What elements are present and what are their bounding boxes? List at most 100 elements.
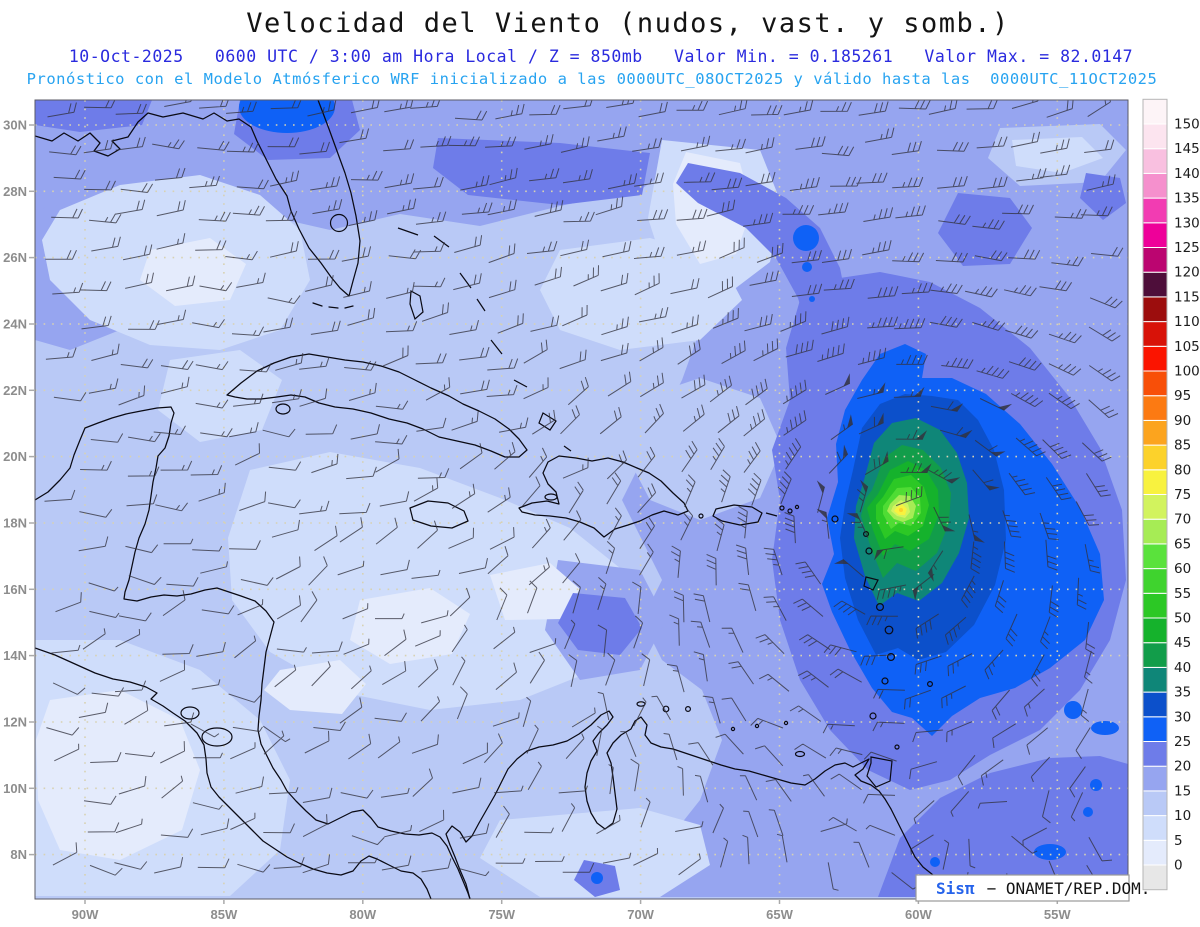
colorbar-segment (1142, 271, 1168, 298)
colorbar-scale-label: 60 (1174, 561, 1191, 577)
colorbar-segment (1142, 172, 1168, 199)
trinidad-island (866, 756, 893, 788)
lake-nicaragua (201, 727, 233, 747)
lat-label: 12N (3, 715, 27, 730)
lon-label: 85W (211, 907, 238, 922)
colorbar-scale-label: 0 (1174, 858, 1183, 874)
colorbar-segment (1142, 494, 1168, 520)
lat-label: 24N (3, 317, 27, 332)
colorbar-scale-label: 55 (1174, 586, 1191, 602)
colorbar-segment (1142, 444, 1168, 471)
lat-label: 18N (3, 516, 27, 531)
lat-label: 26N (3, 250, 27, 265)
colorbar-segment (1142, 666, 1168, 693)
colorbar-segment (1142, 247, 1168, 273)
colorbar-scale-label: 80 (1174, 462, 1191, 478)
colorbar-scale-label: 5 (1174, 833, 1183, 849)
colorbar-scale-label: 135 (1174, 191, 1200, 207)
lat-label: 30N (3, 118, 27, 133)
colorbar-scale-label: 50 (1174, 611, 1191, 627)
colorbar-scale-label: 40 (1174, 660, 1191, 676)
lat-label: 14N (3, 648, 27, 663)
florida-keys (312, 302, 354, 309)
colorbar-segment (1142, 691, 1168, 718)
colorbar-scale-label: 25 (1174, 734, 1191, 750)
colorbar-scale-label: 70 (1174, 512, 1191, 528)
colorbar-scale-label: 100 (1174, 364, 1200, 380)
speed-fill-0-5 (36, 152, 752, 860)
lon-label: 65W (766, 907, 793, 922)
map-frame (34, 99, 1129, 900)
watermark-org-name: − ONAMET/REP.DOM. (977, 879, 1150, 898)
colorbar-segment (1142, 765, 1168, 792)
wind-barb-shafts (44, 100, 1124, 899)
cuba-coast (226, 353, 528, 458)
lat-label: 20N (3, 449, 27, 464)
coastlines (35, 100, 967, 899)
colorbar-scale-label: 95 (1174, 388, 1191, 404)
colorbar-segment (1142, 419, 1168, 446)
lat-axis: 30N 28N 26N 24N 22N 20N 18N 16N 14N 12N 10N 8N (3, 118, 34, 862)
colorbar-segment (1142, 741, 1168, 767)
colorbar-scale-label: 125 (1174, 240, 1200, 256)
colorbar-segment (1142, 469, 1168, 495)
colorbar-scale-label: 115 (1174, 289, 1200, 305)
colorbar-scale-label: 150 (1174, 117, 1200, 133)
lesser-antilles-islands (636, 504, 933, 788)
colorbar-segment (1142, 395, 1168, 421)
colorbar-segment (1142, 518, 1168, 545)
colorbar-segment (1142, 617, 1168, 644)
lake-managua (180, 706, 200, 720)
colorbar-segment (1142, 148, 1168, 174)
page-title: Velocidad del Viento (nudos, vast. y som… (246, 8, 1009, 39)
valid-time-line: 10-Oct-2025 0600 UTC / 3:00 am Hora Loca… (69, 47, 1133, 66)
colorbar-scale-label: 105 (1174, 339, 1200, 355)
colorbar-border (1142, 98, 1168, 891)
jamaica-coast (409, 500, 469, 529)
colorbar-segment (1142, 790, 1168, 817)
colorbar-segment (1142, 123, 1168, 150)
lon-label: 55W (1044, 907, 1071, 922)
colorbar-scale-label: 10 (1174, 808, 1191, 824)
colorbar-scale-label: 130 (1174, 215, 1200, 231)
colorbar-scale-label: 140 (1174, 166, 1200, 182)
model-init-line: Pronóstico con el Modelo Atmósferico WRF… (27, 70, 1158, 88)
hispaniola-coast (518, 455, 689, 538)
colorbar-segment (1142, 296, 1168, 323)
colorbar-scale-label: 75 (1174, 487, 1191, 503)
yucatan-central-america-coast (35, 406, 471, 899)
gonave-island (544, 493, 558, 501)
lon-label: 90W (72, 907, 99, 922)
wind-barbs-layer (44, 100, 1124, 899)
lon-label: 70W (627, 907, 654, 922)
colorbar-scale-label: 145 (1174, 141, 1200, 157)
colorbar-segment (1142, 716, 1168, 742)
watermark-app-name: Sisπ (936, 879, 975, 898)
colorbar-scale-label: 110 (1174, 314, 1200, 330)
colorbar-scale-label: 85 (1174, 438, 1191, 454)
colorbar-segment (1142, 543, 1168, 570)
lat-label: 10N (3, 781, 27, 796)
lake-okeechobee (329, 213, 349, 233)
colorbar-segment (1142, 98, 1168, 125)
latlon-grid (35, 100, 1128, 899)
colorbar-scale-label: 30 (1174, 709, 1191, 725)
lat-label: 8N (10, 847, 27, 862)
isle-of-youth (275, 403, 291, 415)
map-plot-area (35, 100, 1128, 899)
lat-label: 16N (3, 582, 27, 597)
lat-label: 22N (3, 383, 27, 398)
colorbar-scale-label: 120 (1174, 265, 1200, 281)
colorbar-segment (1142, 642, 1168, 668)
colorbar-scale-label: 35 (1174, 685, 1191, 701)
colorbar-segment (1142, 321, 1168, 347)
lon-label: 80W (349, 907, 376, 922)
colorbar-segment (1142, 815, 1168, 841)
us-gulf-florida-coast (35, 100, 361, 297)
colorbar-scale-label: 90 (1174, 413, 1191, 429)
colorbar-scale-label: 45 (1174, 635, 1191, 651)
lat-label: 28N (3, 184, 27, 199)
lon-label: 60W (905, 907, 932, 922)
sispi-watermark: Sisπ − ONAMET/REP.DOM. (915, 874, 1150, 902)
